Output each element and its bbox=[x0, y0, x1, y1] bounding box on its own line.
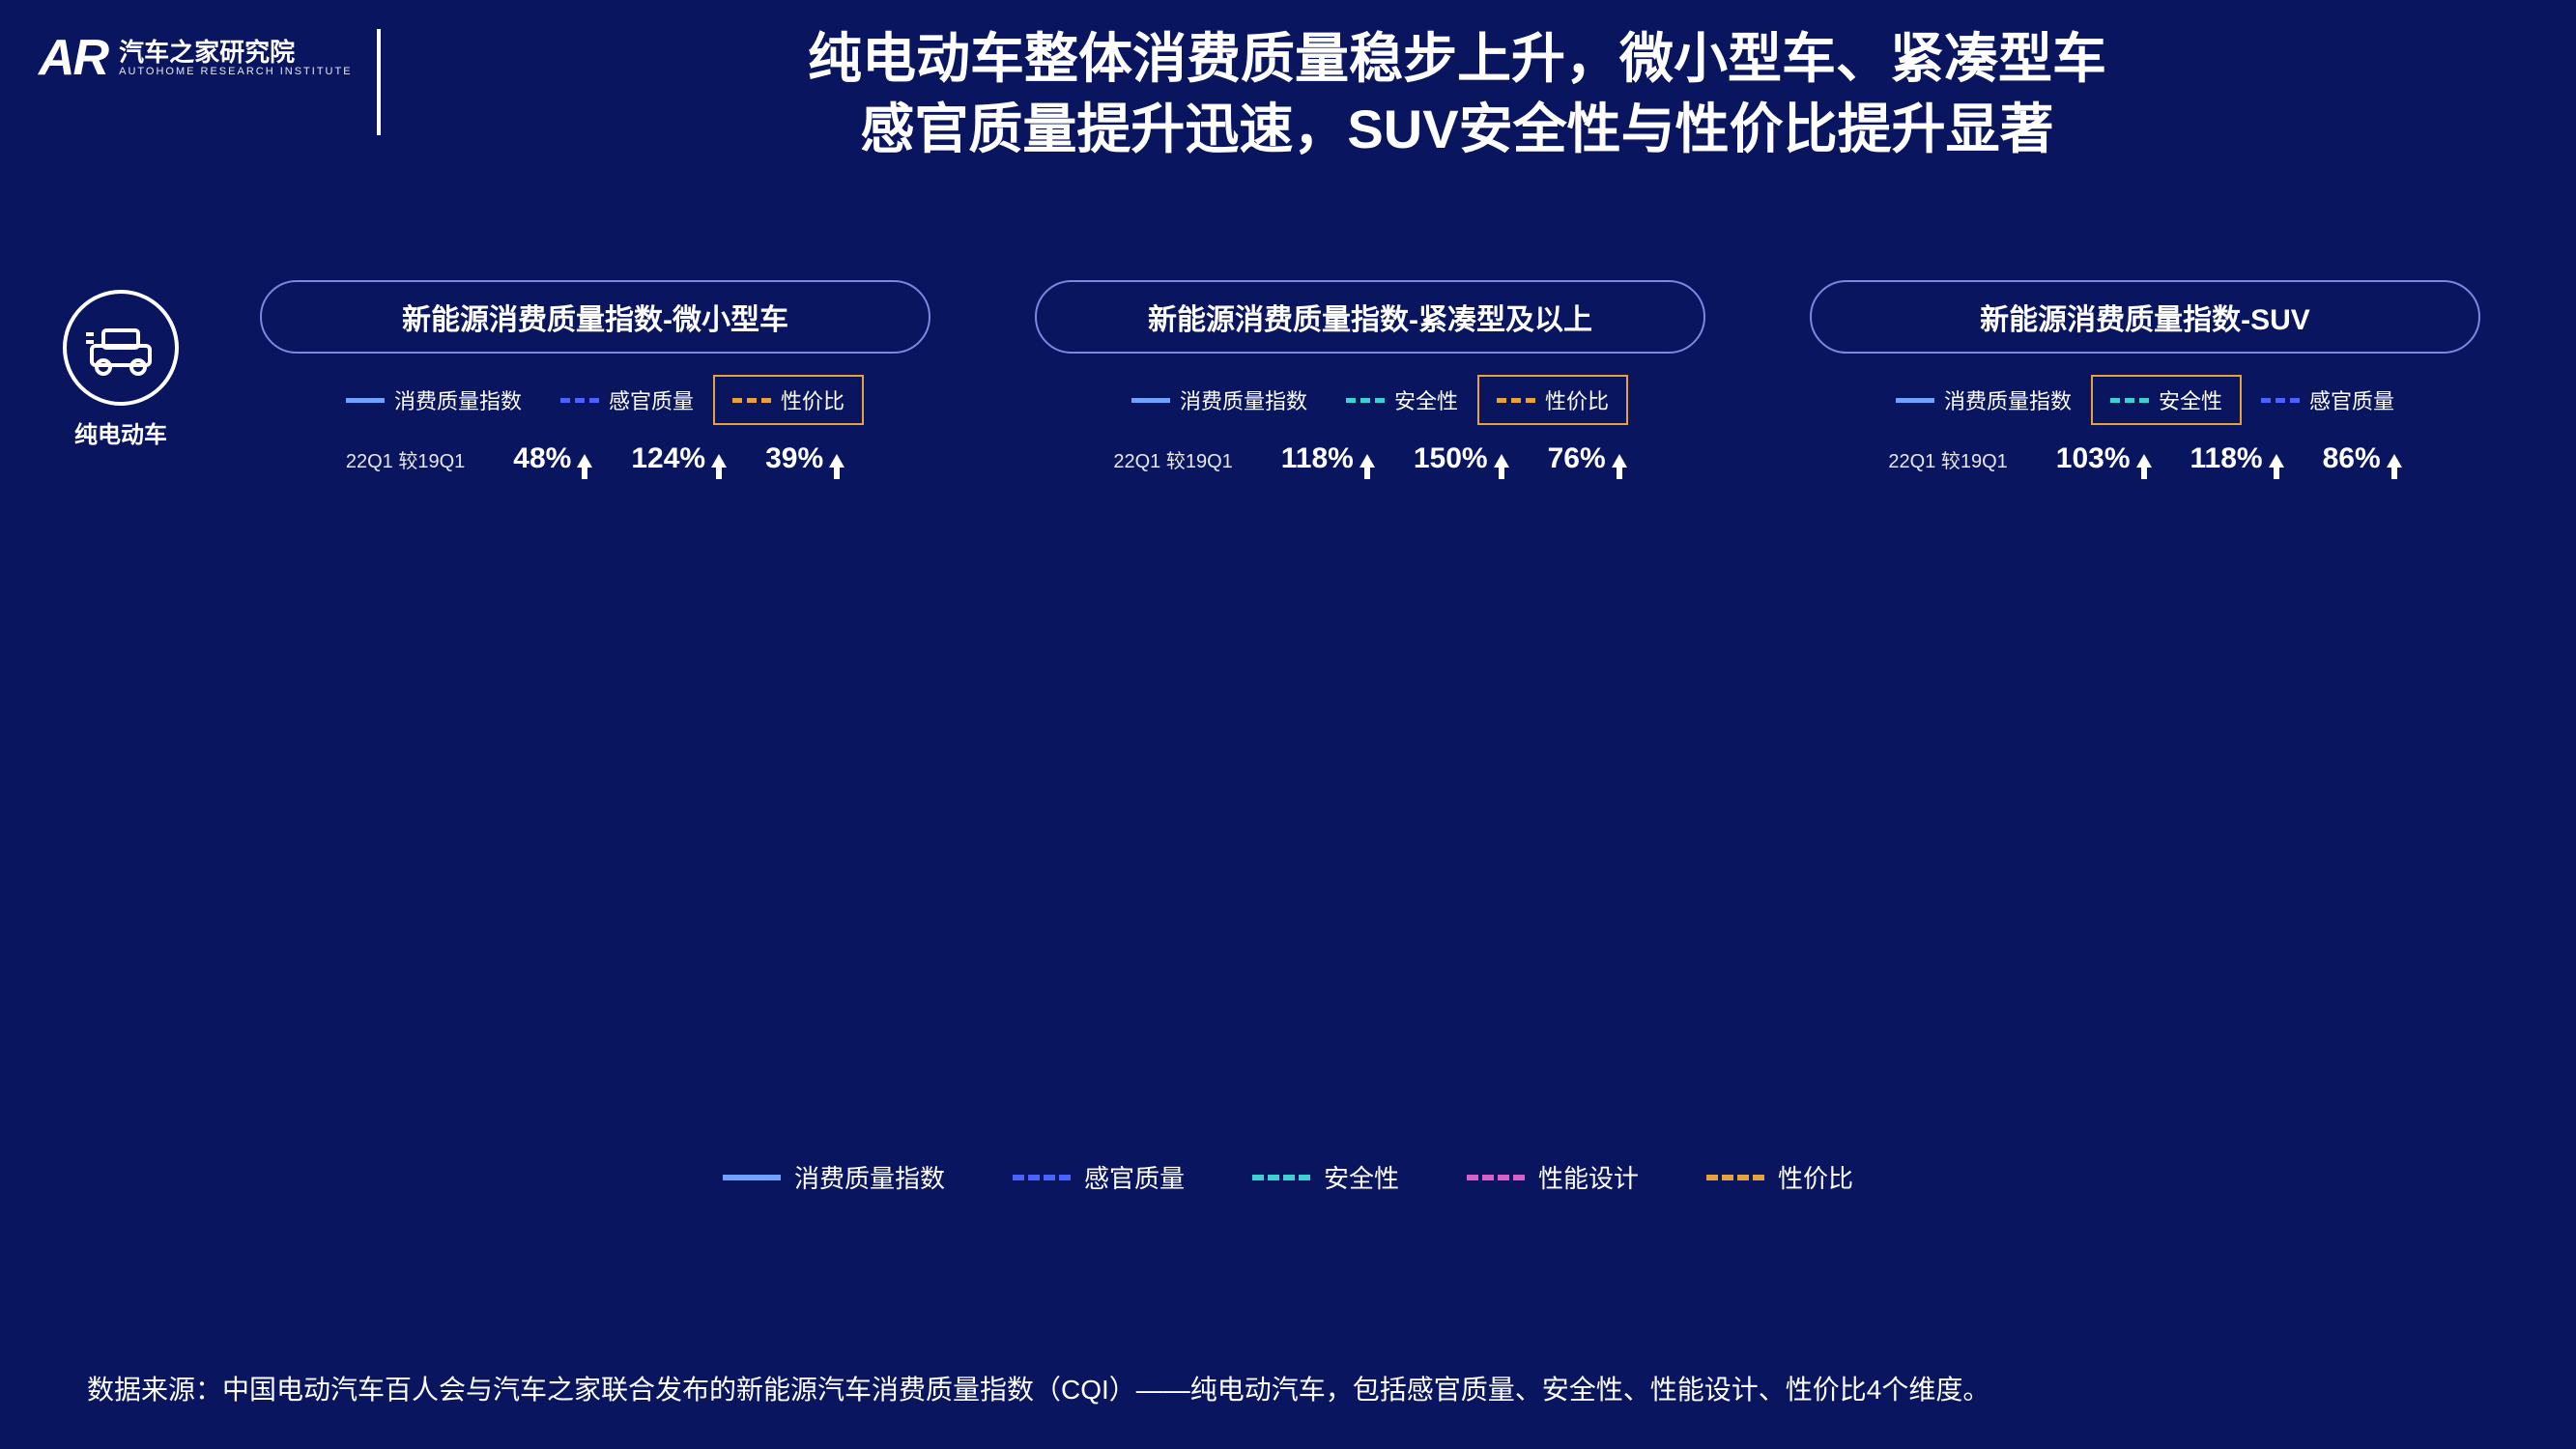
arrow-up-icon bbox=[2269, 454, 2284, 468]
panel-0-deltas: 22Q1 较19Q1 48% 124% 39% bbox=[222, 442, 968, 475]
panel-1-deltas: 22Q1 较19Q1 118% 150% 76% bbox=[997, 442, 1743, 475]
chart-2 bbox=[1724, 638, 2518, 1101]
legend-item: 性价比 bbox=[1477, 375, 1628, 425]
master-legend-item: 性能设计 bbox=[1467, 1159, 1639, 1195]
master-legend-label: 安全性 bbox=[1324, 1159, 1399, 1195]
master-legend-item: 感官质量 bbox=[1013, 1159, 1185, 1195]
legend-swatch bbox=[732, 398, 771, 403]
legend-label: 消费质量指数 bbox=[1944, 384, 2072, 415]
legend-swatch bbox=[1346, 398, 1385, 403]
category-badge: 纯电动车 bbox=[58, 290, 184, 449]
panel-1-legend: 消费质量指数 安全性 性价比 bbox=[1112, 375, 1628, 425]
title-line-2: 感官质量提升迅速，SUV安全性与性价比提升显著 bbox=[860, 99, 2053, 159]
delta-value: 118% bbox=[2190, 442, 2284, 475]
car-icon bbox=[63, 290, 179, 406]
arrow-up-icon bbox=[1360, 454, 1375, 468]
delta-value: 39% bbox=[765, 442, 844, 475]
legend-swatch bbox=[2261, 398, 2300, 403]
title-line-1: 纯电动车整体消费质量稳步上升，微小型车、紧凑型车 bbox=[808, 28, 2106, 89]
title-divider bbox=[377, 29, 381, 135]
data-source-footer: 数据来源：中国电动汽车百人会与汽车之家联合发布的新能源汽车消费质量指数（CQI）… bbox=[87, 1370, 2489, 1410]
master-legend-label: 感官质量 bbox=[1084, 1159, 1185, 1195]
panel-2-title: 新能源消费质量指数-SUV bbox=[1810, 280, 2481, 354]
panel-1: 新能源消费质量指数-紧凑型及以上 消费质量指数 安全性 性价比 22Q1 较19Q1… bbox=[997, 280, 1743, 475]
chart-0 bbox=[58, 638, 852, 1101]
master-legend-swatch bbox=[1706, 1175, 1764, 1180]
master-legend-item: 安全性 bbox=[1252, 1159, 1399, 1195]
master-legend: 消费质量指数 感官质量 安全性 性能设计 性价比 bbox=[0, 1159, 2576, 1195]
master-legend-label: 性价比 bbox=[1778, 1159, 1853, 1195]
legend-label: 性价比 bbox=[1545, 384, 1609, 415]
legend-item: 消费质量指数 bbox=[1112, 375, 1327, 425]
legend-label: 安全性 bbox=[1394, 384, 1458, 415]
master-legend-swatch bbox=[723, 1175, 781, 1180]
legend-swatch bbox=[346, 398, 385, 403]
panel-0-legend: 消费质量指数 感官质量 性价比 bbox=[327, 375, 864, 425]
logo-mark: AR bbox=[39, 29, 107, 87]
panel-2-deltas: 22Q1 较19Q1 103% 118% 86% bbox=[1772, 442, 2518, 475]
panel-2: 新能源消费质量指数-SUV 消费质量指数 安全性 感官质量 22Q1 较19Q1 10… bbox=[1772, 280, 2518, 475]
legend-label: 感官质量 bbox=[609, 384, 694, 415]
master-legend-item: 消费质量指数 bbox=[723, 1159, 945, 1195]
delta-prefix: 22Q1 较19Q1 bbox=[1888, 445, 2007, 473]
legend-swatch bbox=[560, 398, 599, 403]
panel-0: 新能源消费质量指数-微小型车 消费质量指数 感官质量 性价比 22Q1 较19Q1 4… bbox=[222, 280, 968, 475]
legend-item: 消费质量指数 bbox=[327, 375, 541, 425]
legend-swatch bbox=[1497, 398, 1535, 403]
legend-item: 安全性 bbox=[1327, 375, 1477, 425]
arrow-up-icon bbox=[577, 454, 592, 468]
page-title: 纯电动车整体消费质量稳步上升，微小型车、紧凑型车 感官质量提升迅速，SUV安全性… bbox=[415, 24, 2499, 165]
master-legend-item: 性价比 bbox=[1706, 1159, 1853, 1195]
legend-item: 感官质量 bbox=[2242, 375, 2414, 425]
arrow-up-icon bbox=[1494, 454, 1509, 468]
delta-prefix: 22Q1 较19Q1 bbox=[1113, 445, 1232, 473]
panel-1-title: 新能源消费质量指数-紧凑型及以上 bbox=[1035, 280, 1706, 354]
arrow-up-icon bbox=[2136, 454, 2152, 468]
chart-1 bbox=[891, 638, 1685, 1101]
delta-prefix: 22Q1 较19Q1 bbox=[346, 445, 465, 473]
legend-swatch bbox=[2110, 398, 2149, 403]
delta-value: 76% bbox=[1548, 442, 1627, 475]
master-legend-swatch bbox=[1013, 1175, 1071, 1180]
arrow-up-icon bbox=[711, 454, 727, 468]
legend-label: 消费质量指数 bbox=[1180, 384, 1307, 415]
legend-item: 感官质量 bbox=[541, 375, 713, 425]
legend-label: 安全性 bbox=[2159, 384, 2222, 415]
legend-swatch bbox=[1131, 398, 1170, 403]
charts-row bbox=[58, 638, 2518, 1101]
arrow-up-icon bbox=[2387, 454, 2402, 468]
legend-item: 消费质量指数 bbox=[1876, 375, 2091, 425]
panels-row: 新能源消费质量指数-微小型车 消费质量指数 感官质量 性价比 22Q1 较19Q1 4… bbox=[222, 280, 2518, 475]
legend-label: 性价比 bbox=[781, 384, 844, 415]
legend-item: 性价比 bbox=[713, 375, 864, 425]
master-legend-label: 消费质量指数 bbox=[794, 1159, 945, 1195]
arrow-up-icon bbox=[829, 454, 844, 468]
master-legend-swatch bbox=[1252, 1175, 1310, 1180]
logo: AR 汽车之家研究院 AUTOHOME RESEARCH INSTITUTE bbox=[39, 29, 353, 87]
badge-label: 纯电动车 bbox=[74, 415, 167, 449]
delta-value: 48% bbox=[513, 442, 592, 475]
legend-label: 消费质量指数 bbox=[394, 384, 522, 415]
delta-value: 124% bbox=[631, 442, 727, 475]
master-legend-swatch bbox=[1467, 1175, 1525, 1180]
arrow-up-icon bbox=[1612, 454, 1627, 468]
panel-0-title: 新能源消费质量指数-微小型车 bbox=[260, 280, 931, 354]
legend-swatch bbox=[1896, 398, 1934, 403]
delta-value: 118% bbox=[1281, 442, 1375, 475]
legend-item: 安全性 bbox=[2091, 375, 2242, 425]
legend-label: 感官质量 bbox=[2309, 384, 2394, 415]
delta-value: 150% bbox=[1414, 442, 1509, 475]
master-legend-label: 性能设计 bbox=[1538, 1159, 1639, 1195]
delta-value: 86% bbox=[2323, 442, 2402, 475]
logo-en: AUTOHOME RESEARCH INSTITUTE bbox=[119, 66, 352, 77]
panel-2-legend: 消费质量指数 安全性 感官质量 bbox=[1876, 375, 2414, 425]
logo-cn: 汽车之家研究院 bbox=[119, 39, 352, 67]
delta-value: 103% bbox=[2056, 442, 2152, 475]
